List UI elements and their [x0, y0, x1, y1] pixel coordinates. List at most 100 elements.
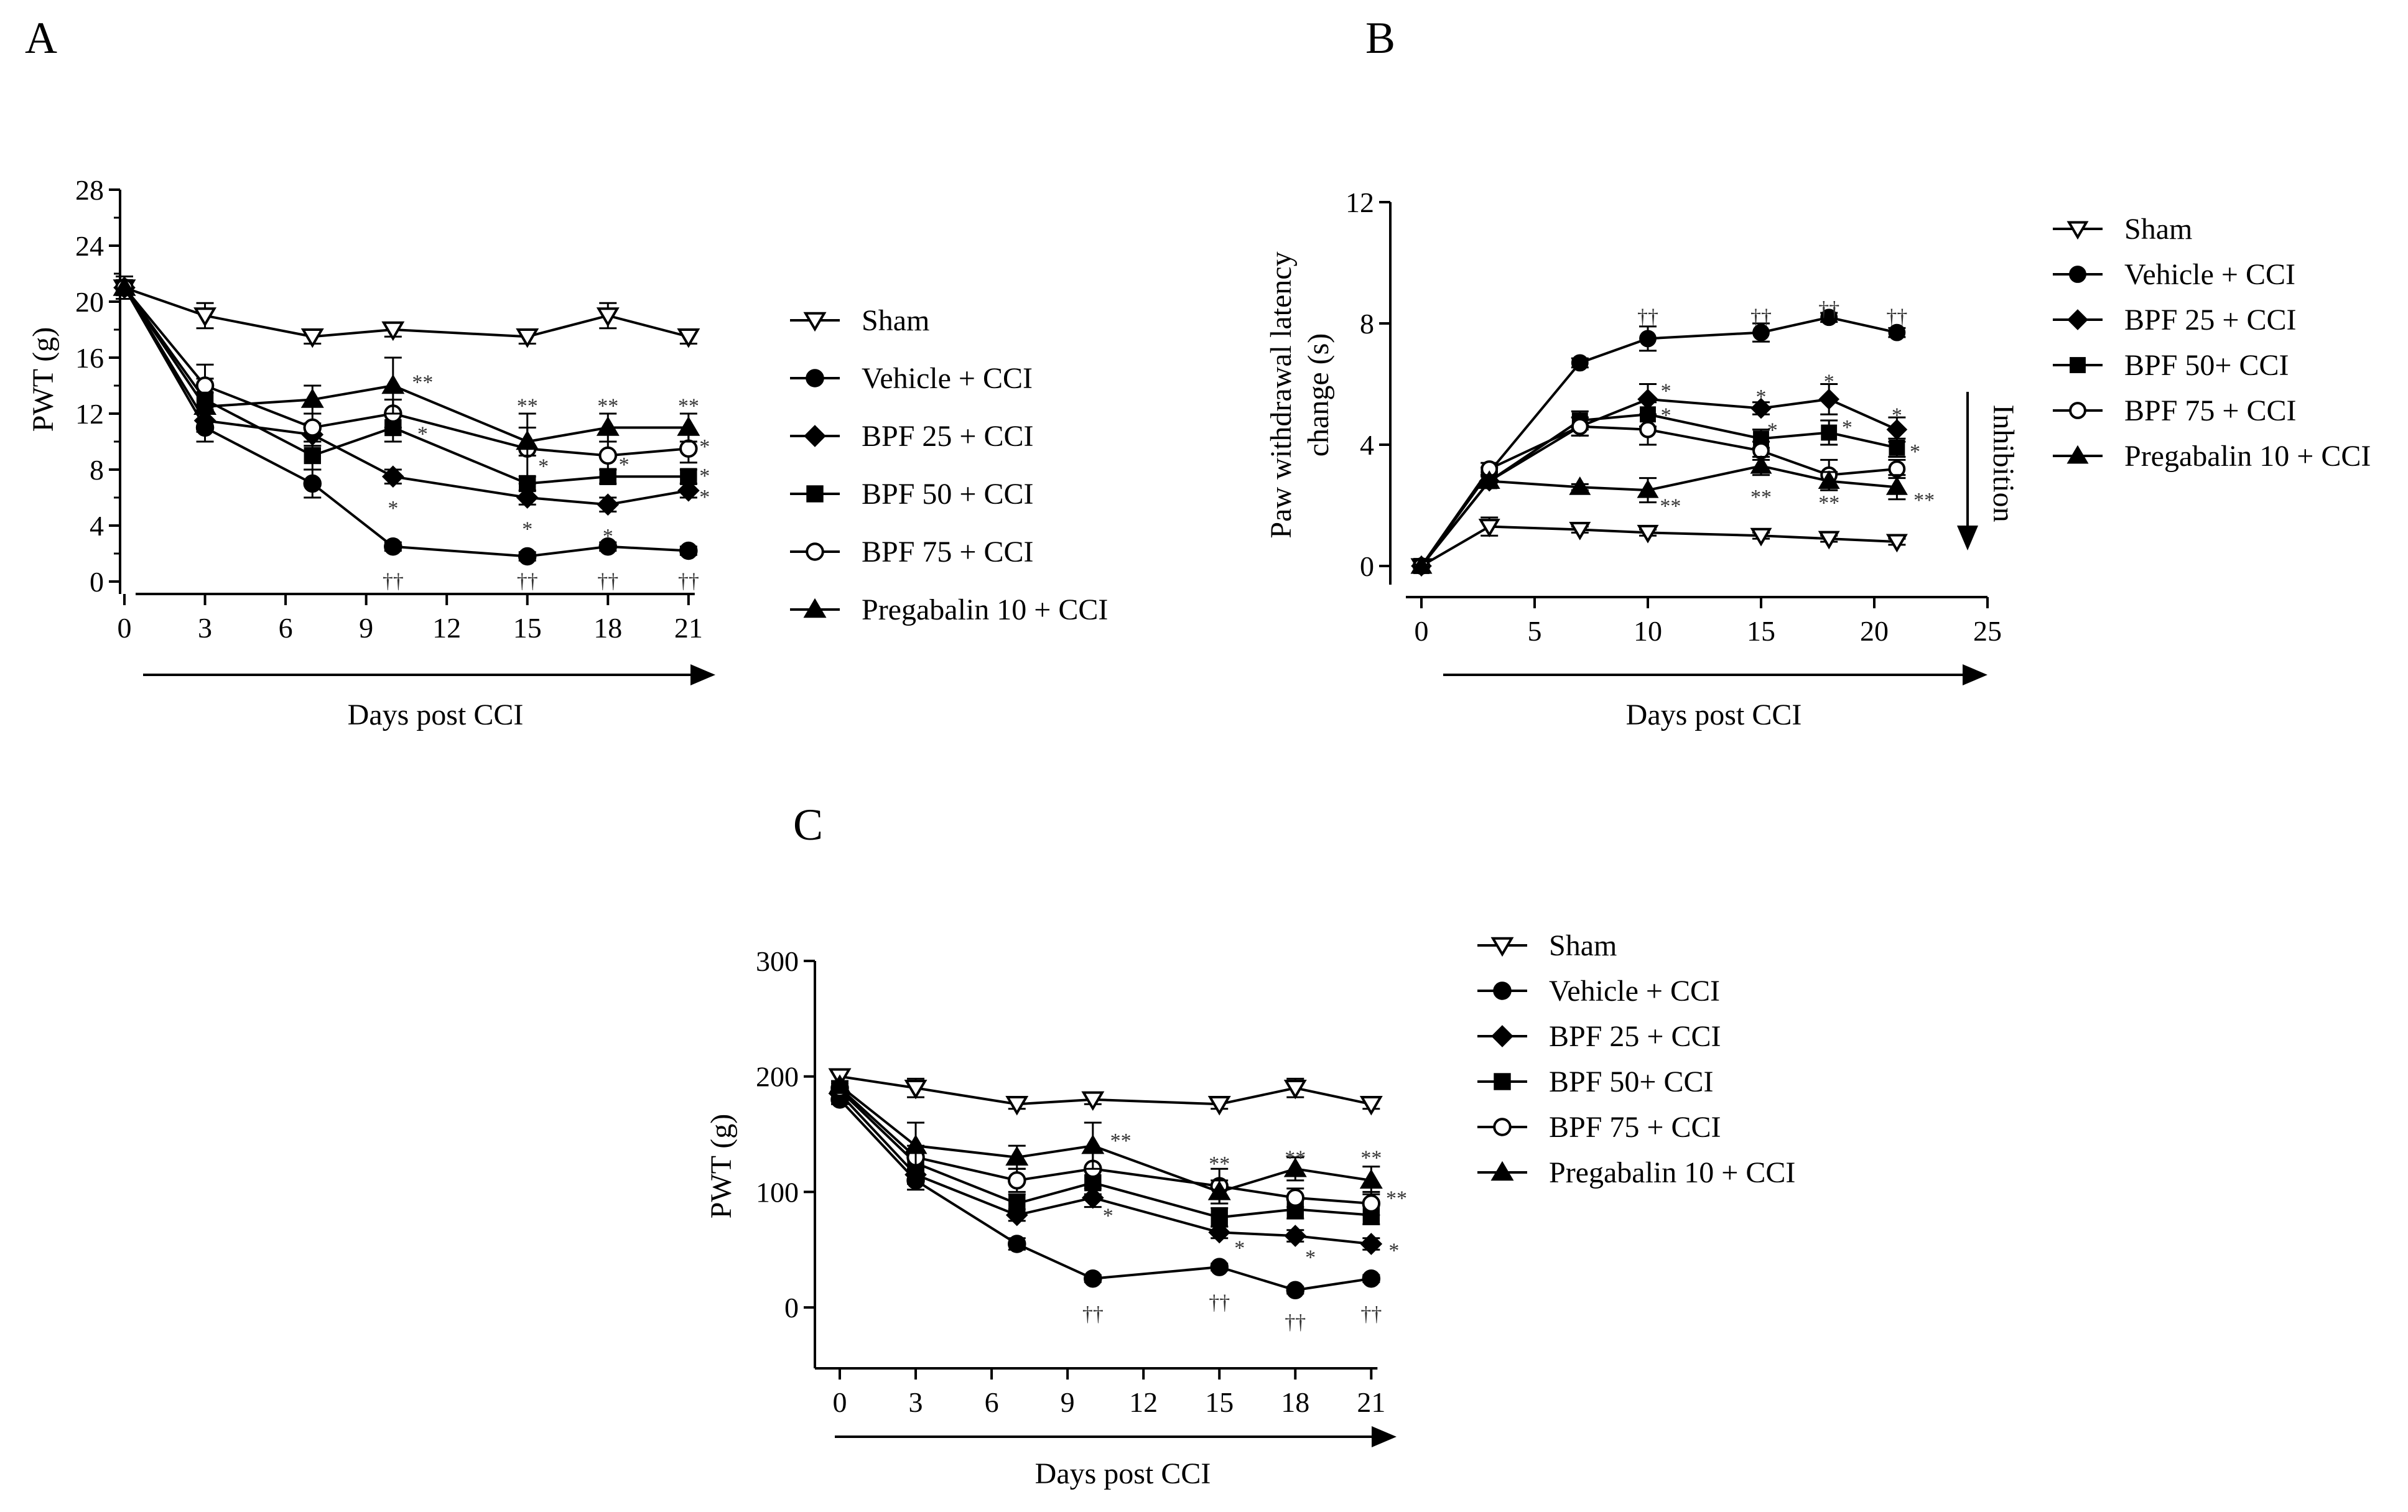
panel-c-significance-mark: †† [1209, 1291, 1230, 1314]
panel-b-legend-item-sham: Sham [2053, 213, 2192, 246]
panel-a-significance-mark: ** [517, 395, 538, 418]
panel-b-series-pregabalin-10-cci-point [1410, 555, 1433, 574]
panel-c-legend-marker [1493, 1118, 1512, 1136]
panel-c-legend-label: BPF 75 + CCI [1549, 1111, 1721, 1144]
panel-a-x-tick-label: 3 [198, 612, 212, 644]
panel-a-x-tick-label: 0 [118, 612, 132, 644]
panel-c-significance-mark: * [1388, 1239, 1399, 1262]
panel-c-series-bpf-25-cci-point [1360, 1233, 1383, 1255]
panel-b-series-pregabalin-10-cci-point [1569, 476, 1591, 495]
panel-a-series-bpf-50-cci-point [304, 447, 321, 465]
panel-b-inhibition-arrow-head [1957, 526, 1978, 550]
panel-b-legend-marker [2066, 221, 2089, 240]
panel-c-series-bpf-50-cci-point [1008, 1195, 1026, 1212]
panel-b-axes: 0 4 8 12 0 5 10 15 20 25 [1346, 187, 2002, 647]
panel-a-y-tick-label: 0 [90, 566, 104, 598]
panel-b-inhibition-label: Inhibition [1987, 404, 2020, 522]
panel-b-annotations: †† †† †† ††**************** [1637, 298, 1935, 518]
panel-b-legend-label: Sham [2124, 213, 2192, 246]
panel-c-legend-label: BPF 50+ CCI [1549, 1065, 1714, 1098]
panel-c-series-pregabalin-10-cci-point [1359, 1169, 1383, 1189]
panel-b-significance-mark: ** [1913, 489, 1935, 512]
panel-b-significance-mark: * [1661, 379, 1671, 402]
panel-c-legend-item-pregabalin-10-cci: Pregabalin 10 + CCI [1477, 1156, 1795, 1189]
panel-c-legend-marker [1494, 1073, 1511, 1090]
panel-c-x-tick-label: 3 [909, 1386, 923, 1418]
panel-c-series-sham-point [1359, 1096, 1383, 1116]
panel-b-series-pregabalin-10-cci-point [1637, 479, 1659, 498]
panel-a-legend-item-sham: Sham [790, 304, 929, 337]
panel-c-y-tick-label: 100 [756, 1176, 799, 1208]
panel-b-series-sham-point [1569, 522, 1591, 540]
panel-b-legend-item-bpf-50-cci: BPF 50+ CCI [2053, 349, 2289, 382]
panel-b-significance-mark: * [1910, 440, 1920, 463]
panel-a-series-vehicle-cci-point [384, 537, 402, 556]
panel-a-legend-item-bpf-25-cci: BPF 25 + CCI [790, 420, 1034, 453]
panel-c-series-pregabalin-10-cci-point [828, 1074, 852, 1094]
panel-a-significance-mark: * [603, 525, 613, 548]
panel-a-series-pregabalin-10-cci-point [300, 388, 324, 408]
panel-b-series-bpf-75-cci-point [1571, 417, 1589, 435]
panel-a-series-bpf-25-cci-point [381, 465, 404, 488]
panel-c-legend-label: Pregabalin 10 + CCI [1549, 1156, 1795, 1189]
panel-c-series-bpf-25-cci-point [1208, 1221, 1231, 1244]
panel-b-significance-mark: * [1892, 404, 1902, 427]
panel-a-legend-marker [803, 312, 827, 332]
panel-b-significance-mark: * [1756, 386, 1767, 409]
panel-c-significance-mark: ** [1386, 1187, 1407, 1210]
panel-a-series-bpf-50-cci-point [599, 468, 616, 485]
panel-a-y-tick-label: 12 [75, 398, 104, 430]
panel-c-series-pregabalin-10-cci-point [1207, 1180, 1231, 1200]
panel-b-series-sham-point [1637, 524, 1659, 544]
panel-c-legend-item-bpf-25-cci: BPF 25 + CCI [1477, 1020, 1721, 1053]
panel-b-significance-mark: ** [1750, 486, 1772, 509]
panel-a-y-axis-label: PWT (g) [27, 327, 60, 432]
panel-a-legend-marker [806, 542, 824, 561]
panel-c-series-pregabalin-10-cci-point [1081, 1134, 1105, 1154]
panel-c-series-vehicle-cci-point [1362, 1269, 1381, 1288]
panel-b-significance-mark: †† [1750, 305, 1772, 328]
panel-b-x-axis-label: Days post CCI [1626, 698, 1802, 731]
panel-c-series-vehicle-cci-point [1210, 1258, 1229, 1276]
panel-c-legend: Sham Vehicle + CCI BPF 25 + CCI BPF 50+ CCI… [1477, 929, 1795, 1189]
panel-c-x-axis-label: Days post CCI [1035, 1457, 1211, 1490]
panel-b-significance-mark: * [1842, 416, 1852, 439]
panel-c-significance-mark: †† [1285, 1310, 1306, 1333]
panel-b-y-axis-label-line2: change (s) [1302, 333, 1335, 457]
panel-a-significance-mark: †† [597, 570, 618, 593]
panel-c-legend-marker [1490, 937, 1514, 957]
panel-c-y-tick-label: 200 [756, 1061, 799, 1093]
panel-c-x-tick-label: 6 [985, 1386, 999, 1418]
panel-b-significance-mark: †† [1886, 305, 1907, 328]
panel-a-series-bpf-25-cci-point [516, 486, 539, 509]
panel-b-series-pregabalin-10-cci-point [1478, 470, 1500, 489]
panel-b-series-pregabalin-10-cci-point [1750, 455, 1772, 474]
panel-a-series [113, 276, 700, 566]
panel-b-legend-label: Pregabalin 10 + CCI [2124, 440, 2371, 473]
panel-a-legend-marker [803, 598, 827, 618]
panel-b-legend-marker [2070, 357, 2086, 373]
panel-b-legend-marker [2069, 402, 2086, 419]
panel-a-series-bpf-50-cci-point [680, 468, 697, 485]
panel-c-legend-label: BPF 25 + CCI [1549, 1020, 1721, 1053]
panel-b-series-vehicle-cci-point [1571, 354, 1589, 372]
panel-b-letter: B [1365, 13, 1395, 63]
panel-a-significance-mark: ** [597, 395, 618, 418]
panel-c-series-bpf-50-cci-point [1211, 1208, 1228, 1226]
panel-c-significance-mark: * [1305, 1246, 1316, 1269]
panel-b-legend-label: BPF 50+ CCI [2124, 349, 2289, 382]
panel-c-significance-mark: ** [1209, 1153, 1230, 1176]
panel-c-legend-marker [1493, 981, 1512, 1000]
panel-a-y-tick-label: 8 [90, 454, 104, 486]
panel-a-legend-label: Sham [862, 304, 929, 337]
panel-a-x-tick-label: 21 [674, 612, 703, 644]
panel-a-legend-item-bpf-50-cci: BPF 50 + CCI [790, 478, 1034, 511]
panel-b-significance-mark: * [1824, 371, 1834, 394]
panel-b-legend-label: BPF 75 + CCI [2124, 394, 2297, 427]
panel-b-series-bpf-75-cci-point [1639, 420, 1657, 438]
panel-a-y-tick-label: 20 [75, 286, 104, 318]
panel-b-series-vehicle-cci-point [1752, 323, 1770, 341]
panel-a-significance-mark: * [699, 486, 710, 509]
panel-b-x-arrow-head [1963, 664, 1987, 685]
panel-c-series-sham-point [1207, 1096, 1231, 1116]
